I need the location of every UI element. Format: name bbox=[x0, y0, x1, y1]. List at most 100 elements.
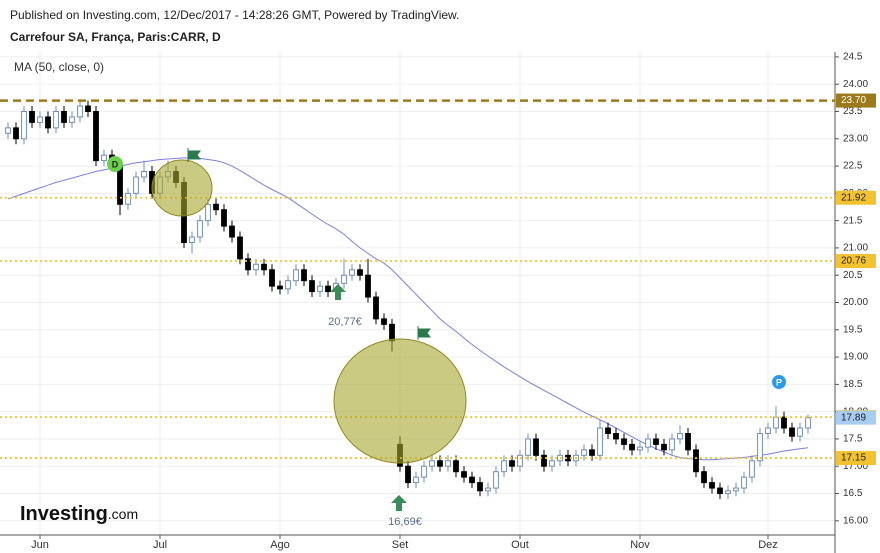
candle-body bbox=[373, 296, 379, 320]
plot: 16.0016.517.0017.518.0018.519.0019.520.0… bbox=[0, 52, 876, 553]
candle-body bbox=[485, 487, 491, 492]
candle-body bbox=[749, 460, 755, 478]
candle-body bbox=[501, 460, 507, 473]
last-price-badge bbox=[836, 410, 876, 425]
candle-body bbox=[645, 438, 651, 448]
up-arrow bbox=[391, 495, 407, 511]
candle-body bbox=[717, 487, 723, 495]
candle-body bbox=[789, 427, 795, 437]
candle-body bbox=[589, 449, 595, 456]
candle-body bbox=[53, 110, 59, 129]
candle-body bbox=[341, 274, 347, 284]
y-tick-label: 16.5 bbox=[843, 488, 863, 499]
candle-body bbox=[381, 318, 387, 325]
low-label: 16,69€ bbox=[388, 516, 422, 528]
candle-body bbox=[581, 449, 587, 456]
candle-body bbox=[253, 263, 259, 271]
candle-body bbox=[429, 460, 435, 467]
highlight-circle bbox=[333, 338, 467, 464]
candle-body bbox=[805, 417, 811, 429]
candle-body bbox=[101, 154, 107, 162]
highlight-circle bbox=[151, 159, 213, 217]
y-tick-label: 21.5 bbox=[843, 215, 863, 226]
candle-body bbox=[781, 416, 787, 429]
candle-body bbox=[269, 269, 275, 287]
candle-body bbox=[605, 427, 611, 434]
candle-body bbox=[533, 438, 539, 456]
candle-body bbox=[637, 446, 643, 451]
candle-body bbox=[93, 110, 99, 162]
x-tick-label: Dez bbox=[758, 539, 778, 551]
candle-body bbox=[445, 460, 451, 467]
y-tick-label: 19.00 bbox=[843, 352, 868, 363]
candle-body bbox=[669, 438, 675, 451]
candle-body bbox=[469, 476, 475, 484]
candle-body bbox=[229, 225, 235, 238]
candle-body bbox=[5, 127, 11, 134]
candle-body bbox=[757, 432, 763, 462]
y-tick-label: 24.5 bbox=[843, 52, 863, 63]
candle-body bbox=[597, 427, 603, 456]
candle-body bbox=[653, 438, 659, 445]
flag bbox=[417, 326, 431, 340]
candle-body bbox=[541, 454, 547, 467]
candle-body bbox=[317, 285, 323, 293]
candle-body bbox=[309, 280, 315, 293]
candle-body bbox=[517, 454, 523, 467]
candle-body bbox=[613, 432, 619, 440]
candle-body bbox=[365, 274, 371, 298]
candle-body bbox=[29, 110, 35, 123]
candle-body bbox=[389, 323, 395, 342]
level-badge bbox=[836, 451, 876, 466]
x-tick-label: Ago bbox=[270, 539, 290, 551]
candle-body bbox=[725, 490, 731, 495]
published-line: Published on Investing.com, 12/Dec/2017 … bbox=[10, 8, 459, 22]
level-label: 23.70 bbox=[841, 95, 866, 106]
marker-label: P bbox=[776, 377, 782, 387]
candle-body bbox=[661, 443, 667, 451]
y-tick-label: 23.00 bbox=[843, 133, 868, 144]
candle-body bbox=[509, 460, 515, 467]
candle-body bbox=[125, 192, 131, 205]
y-tick-label: 17.5 bbox=[843, 434, 863, 445]
flag bbox=[187, 148, 201, 162]
marker-d bbox=[107, 156, 123, 172]
y-tick-label: 16.00 bbox=[843, 515, 868, 526]
y-tick-label: 17.00 bbox=[843, 461, 868, 472]
candle-body bbox=[773, 416, 779, 429]
candle-body bbox=[629, 443, 635, 451]
marker-label: D bbox=[112, 159, 119, 169]
level-label: 21.92 bbox=[841, 192, 866, 203]
candle-body bbox=[357, 269, 363, 276]
y-tick-label: 18.5 bbox=[843, 379, 863, 390]
candle-body bbox=[413, 476, 419, 484]
logo-suffix: .com bbox=[108, 506, 138, 522]
y-tick-label: 20.00 bbox=[843, 297, 868, 308]
x-tick-label: Out bbox=[511, 539, 529, 551]
candle-body bbox=[709, 482, 715, 489]
candle-body bbox=[189, 236, 195, 243]
candle-body bbox=[261, 263, 267, 271]
candle-body bbox=[701, 471, 707, 484]
candle-body bbox=[349, 269, 355, 276]
x-tick-label: Set bbox=[392, 539, 409, 551]
y-tick-label: 24.00 bbox=[843, 79, 868, 90]
x-tick-label: Jul bbox=[153, 539, 167, 551]
candle-body bbox=[453, 460, 459, 473]
candle-body bbox=[797, 427, 803, 437]
candle-body bbox=[477, 482, 483, 492]
level-label: 17.15 bbox=[841, 453, 866, 464]
candle-body bbox=[45, 116, 51, 129]
logo-name: Investing bbox=[20, 503, 108, 525]
candle-body bbox=[765, 427, 771, 434]
level-badge bbox=[836, 254, 876, 269]
level-badge bbox=[836, 93, 876, 108]
candle-body bbox=[421, 465, 427, 478]
candle-body bbox=[197, 220, 203, 238]
symbol-line: Carrefour SA, França, Paris:CARR, D bbox=[10, 30, 221, 44]
last-price-label: 17.89 bbox=[841, 412, 866, 423]
candle-body bbox=[61, 110, 67, 123]
y-tick-label: 23.5 bbox=[843, 106, 863, 117]
marker-p bbox=[772, 375, 786, 389]
